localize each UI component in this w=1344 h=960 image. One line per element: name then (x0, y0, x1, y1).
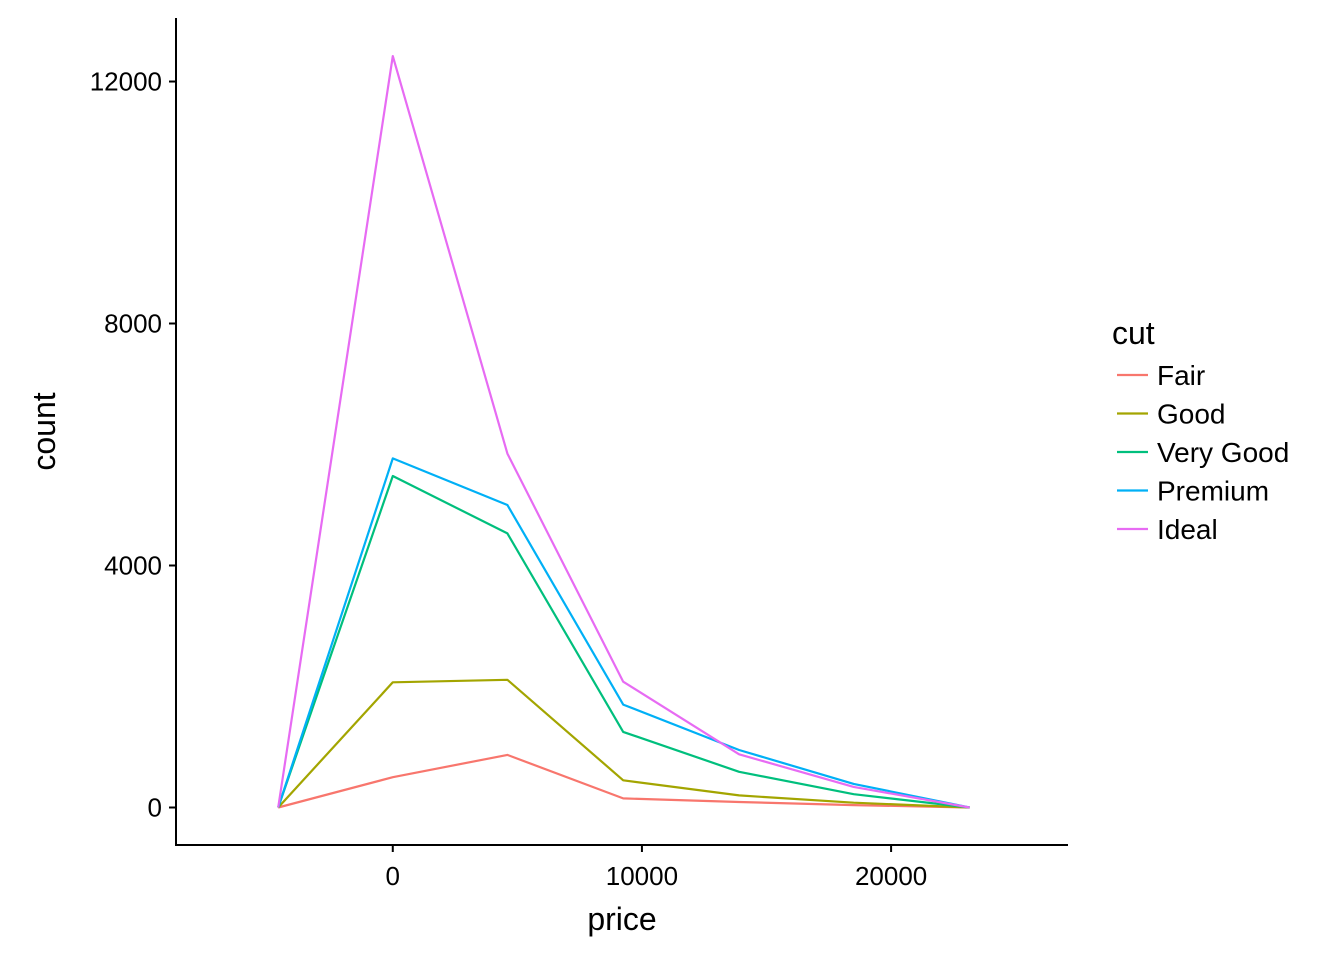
series-line-very-good (277, 474, 970, 809)
series-line-fair (277, 753, 970, 809)
legend-label-ideal: Ideal (1157, 514, 1218, 545)
legend-item-fair: Fair (1117, 360, 1205, 391)
y-tick-label: 0 (148, 792, 162, 822)
x-tick-label: 0 (386, 861, 400, 891)
series-line-good (277, 678, 970, 809)
y-axis-title: count (26, 392, 62, 470)
legend-label-premium: Premium (1157, 476, 1269, 507)
legend-label-good: Good (1157, 399, 1226, 430)
axes: 0 4000 8000 12000 0 10000 20000 price count (26, 18, 1068, 937)
x-tick-label: 10000 (606, 861, 678, 891)
legend-label-fair: Fair (1157, 360, 1205, 391)
y-tick-label: 12000 (90, 67, 162, 97)
series-line-premium (277, 457, 970, 809)
legend-label-very-good: Very Good (1157, 437, 1289, 468)
legend-title: cut (1112, 315, 1155, 351)
series-line-ideal (277, 54, 970, 809)
x-tick-label: 20000 (855, 861, 927, 891)
y-tick-label: 8000 (104, 309, 162, 339)
legend-item-very-good: Very Good (1117, 437, 1289, 468)
legend-item-premium: Premium (1117, 476, 1269, 507)
x-axis-title: price (587, 901, 656, 937)
y-tick-label: 4000 (104, 551, 162, 581)
series-lines (277, 54, 970, 809)
legend-item-good: Good (1117, 399, 1226, 430)
legend-item-ideal: Ideal (1117, 514, 1218, 545)
